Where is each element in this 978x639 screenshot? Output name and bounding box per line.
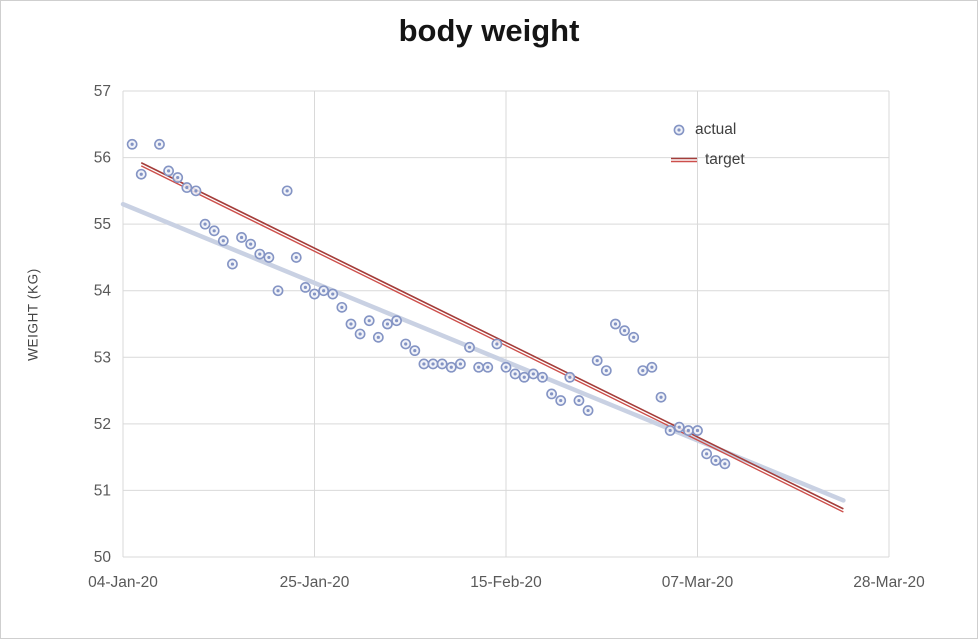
data-point-dot [705, 452, 709, 456]
data-point-dot [367, 319, 371, 323]
legend-item-target: target [671, 149, 745, 170]
data-point-dot [331, 292, 335, 296]
y-axis-tick-label: 52 [94, 416, 111, 433]
data-point-dot [695, 428, 700, 433]
legend-item-actual: actual [671, 119, 745, 140]
legend-label-actual: actual [695, 120, 737, 138]
y-axis-tick-label: 53 [94, 349, 111, 366]
data-point-dot [194, 189, 198, 193]
data-point-dot [267, 255, 271, 260]
data-point-dot [413, 349, 417, 353]
chart-title: body weight [398, 13, 580, 48]
data-point-dot [322, 289, 326, 293]
target-line [140, 162, 844, 510]
data-point-dot [185, 185, 189, 190]
data-point-dot [431, 362, 435, 366]
data-point-dot [723, 462, 727, 466]
data-point-dot [358, 332, 362, 336]
data-point-dot [176, 175, 180, 180]
data-point-dot [258, 252, 262, 256]
data-point-dot [458, 362, 463, 366]
data-point-dot [340, 305, 344, 309]
data-point-dot [312, 292, 317, 296]
data-point-dot [613, 322, 618, 326]
chart-legend: actual target [671, 119, 745, 170]
data-point-dot [632, 335, 636, 339]
data-point-dot [230, 262, 235, 266]
data-point-dot [549, 392, 554, 396]
data-point-dot [294, 255, 298, 260]
data-point-dot [276, 289, 280, 293]
data-point-dot [495, 342, 499, 346]
x-axis-tick-label: 25-Jan-20 [280, 574, 350, 591]
data-point-dot [504, 365, 508, 369]
data-point-dot [668, 428, 672, 433]
target-line-2 [140, 165, 844, 513]
y-axis-tick-label: 55 [94, 216, 111, 233]
x-axis-tick-label: 07-Mar-20 [662, 574, 734, 591]
actual-marker-icon [673, 124, 685, 135]
x-axis-tick-label: 04-Jan-20 [88, 574, 158, 591]
data-point-dot [577, 398, 581, 403]
data-point-dot [650, 365, 654, 369]
x-axis-tick-label: 15-Feb-20 [470, 574, 542, 591]
data-point-dot [303, 285, 307, 289]
data-point-dot [686, 428, 690, 433]
y-axis-tick-label: 54 [94, 283, 112, 300]
data-point-dot [221, 239, 225, 243]
data-point-dot [540, 375, 545, 379]
data-point-dot [394, 319, 399, 323]
data-point-dot [467, 345, 472, 349]
y-axis-tick-label: 50 [94, 549, 112, 566]
data-point-dot [559, 398, 563, 403]
data-point-dot [130, 142, 134, 146]
data-point-dot [440, 362, 444, 366]
data-point-dot [376, 335, 380, 339]
data-point-dot [477, 365, 481, 369]
data-point-dot [422, 362, 426, 366]
data-point-dot [157, 142, 162, 146]
target-line-icon [671, 157, 697, 162]
data-point-dot [641, 369, 645, 373]
data-point-dot [714, 458, 718, 463]
data-point-dot [249, 242, 253, 246]
data-point-dot [522, 375, 526, 379]
actual-trendline [120, 201, 846, 503]
data-point-dot [568, 375, 572, 379]
legend-label-target: target [705, 150, 745, 168]
y-axis-tick-label: 56 [94, 150, 111, 167]
data-point-dot [486, 365, 490, 369]
data-point-dot [659, 395, 663, 399]
data-point-dot [449, 365, 453, 369]
data-point-dot [595, 359, 599, 363]
data-point-dot [212, 229, 216, 233]
data-point-dot [677, 425, 681, 429]
data-point-dot [586, 408, 590, 413]
data-point-dot [513, 372, 517, 376]
x-axis-tick-label: 28-Mar-20 [853, 574, 925, 591]
data-point-dot [385, 322, 390, 326]
data-point-dot [604, 369, 608, 373]
data-point-dot [166, 169, 171, 173]
y-axis-tick-label: 57 [94, 83, 111, 100]
data-point-dot [239, 235, 244, 240]
data-point-dot [285, 189, 289, 193]
data-point-dot [531, 372, 535, 376]
data-point-dot [139, 172, 143, 176]
data-point-dot [622, 329, 627, 333]
data-point-dot [404, 342, 408, 346]
data-point-dot [349, 322, 353, 326]
data-point-dot [203, 222, 207, 226]
y-axis-tick-label: 51 [94, 482, 111, 499]
